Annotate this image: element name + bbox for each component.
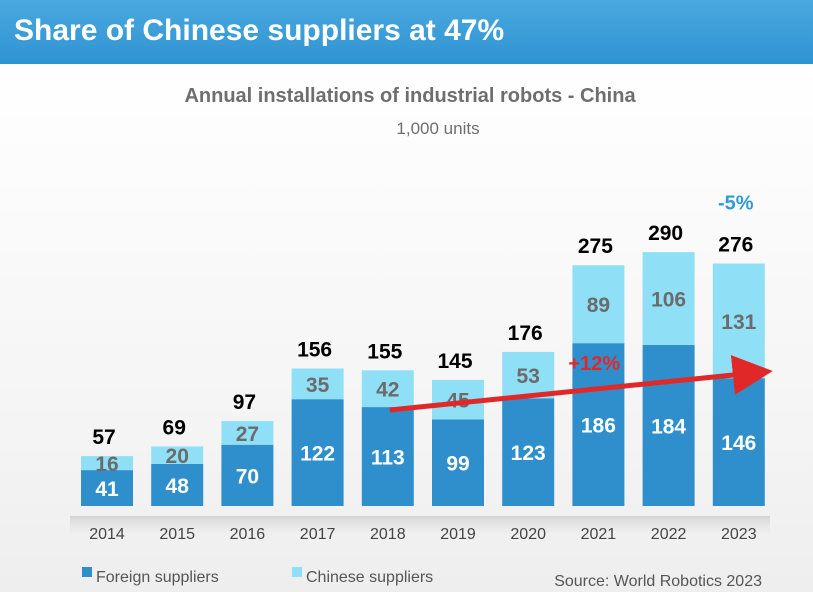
label-foreign-2016: 70	[236, 465, 259, 488]
legend-label-foreign: Foreign suppliers	[96, 569, 219, 586]
chart-panel: Annual installations of industrial robot…	[0, 64, 813, 592]
label-chinese-2021: 89	[587, 294, 610, 317]
total-2023: 276	[718, 233, 753, 256]
bar-foreign-2018	[361, 407, 414, 506]
chart-title: Annual installations of industrial robot…	[184, 85, 636, 107]
chart-subtitle: 1,000 units	[396, 119, 479, 138]
bar-chinese-2016	[221, 421, 274, 445]
bar-chinese-2015	[151, 446, 204, 464]
total-2017: 156	[297, 339, 332, 362]
bar-foreign-2015	[151, 463, 204, 506]
label-chinese-2023: 131	[721, 311, 756, 334]
tick-2020: 2020	[510, 526, 546, 543]
total-2015: 69	[163, 416, 186, 439]
total-2021: 275	[578, 235, 613, 258]
bar-chinese-2017	[291, 368, 344, 400]
label-foreign-2019: 99	[446, 453, 469, 476]
tick-2014: 2014	[89, 526, 125, 543]
bar-chinese-2018	[361, 370, 414, 408]
page-title: Share of Chinese suppliers at 47%	[14, 14, 505, 47]
tick-2018: 2018	[370, 526, 406, 543]
bar-totals: 57 69 97 156 155 145 176 275 290 276	[92, 222, 753, 449]
label-chinese-2020: 53	[517, 365, 540, 388]
bar-chinese-2020	[502, 351, 555, 399]
label-foreign-2015: 48	[166, 475, 190, 498]
label-foreign-2017: 122	[300, 443, 335, 466]
tick-2015: 2015	[159, 526, 195, 543]
tick-2023: 2023	[721, 526, 757, 543]
bar-foreign-2016	[221, 444, 274, 506]
label-chinese-2015: 20	[166, 445, 189, 468]
x-axis-ticks: 2014 2015 2016 2017 2018 2019 2020 2021 2022 2023	[89, 526, 756, 543]
label-foreign-2014: 41	[95, 478, 119, 501]
yoy-annotation: -5%	[718, 192, 754, 214]
tick-2017: 2017	[300, 526, 336, 543]
total-2022: 290	[648, 222, 683, 245]
legend-label-chinese: Chinese suppliers	[306, 569, 433, 586]
tick-2016: 2016	[230, 526, 266, 543]
label-foreign-2022: 184	[651, 415, 686, 438]
label-foreign-2020: 123	[511, 442, 546, 465]
floor-shadow	[70, 516, 770, 538]
legend-swatch-foreign	[82, 567, 92, 577]
bar-chinese-2022	[642, 252, 695, 345]
label-chinese-2022: 106	[651, 289, 686, 312]
tick-2019: 2019	[440, 526, 476, 543]
total-2019: 145	[437, 350, 472, 373]
bar-foreign-2022	[642, 344, 695, 506]
trend-annotation: +12%	[568, 353, 620, 375]
bar-foreign-2020	[502, 398, 555, 506]
bar-foreign-2017	[291, 399, 344, 506]
bar-chinese-2021	[572, 265, 625, 344]
tick-2021: 2021	[581, 526, 617, 543]
legend-swatch-chinese	[292, 567, 302, 577]
label-chinese-2018: 42	[376, 379, 399, 402]
label-foreign-2018: 113	[371, 447, 405, 470]
total-2018: 155	[367, 340, 402, 363]
label-chinese-2016: 27	[236, 423, 259, 446]
total-2016: 97	[233, 391, 256, 414]
bar-foreign-2023	[712, 378, 765, 506]
trend-arrow	[389, 355, 773, 413]
chart-svg: Annual installations of industrial robot…	[70, 85, 773, 590]
label-foreign-2021: 186	[581, 415, 616, 438]
total-2014: 57	[92, 426, 115, 449]
tick-2022: 2022	[651, 526, 687, 543]
bar-foreign-2014	[81, 470, 133, 506]
label-chinese-2014: 16	[95, 453, 118, 476]
bar-foreign-2021	[572, 343, 625, 506]
total-2020: 176	[508, 322, 543, 345]
bar-chinese-2014	[81, 456, 133, 471]
label-foreign-2023: 146	[721, 432, 756, 455]
header-banner: Share of Chinese suppliers at 47%	[0, 0, 813, 64]
bar-foreign-2019	[432, 419, 484, 506]
label-chinese-2017: 35	[306, 374, 330, 397]
legend: Foreign suppliers Chinese suppliers	[82, 567, 433, 586]
source-note: Source: World Robotics 2023	[554, 573, 762, 590]
bars-group: 4116482070271223511342994512353186891841…	[81, 252, 765, 506]
